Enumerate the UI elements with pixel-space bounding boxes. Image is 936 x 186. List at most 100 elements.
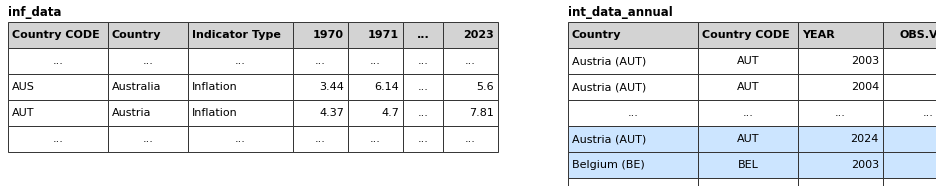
Bar [567,126,697,152]
Bar [697,178,797,186]
Text: ...: ... [142,134,154,144]
Text: int_data_annual: int_data_annual [567,6,672,19]
Bar [188,100,293,126]
Bar [882,126,936,152]
Bar [443,100,497,126]
Bar [882,152,936,178]
Text: ...: ... [314,56,326,66]
Text: ...: ... [370,56,381,66]
Text: Country CODE: Country CODE [701,30,789,40]
Text: 3.44: 3.44 [319,82,344,92]
Text: Country CODE: Country CODE [12,30,99,40]
Bar [188,48,293,74]
Bar [697,74,797,100]
Bar [188,22,293,48]
Text: AUT: AUT [736,56,758,66]
Text: Australia: Australia [112,82,161,92]
Text: ...: ... [235,56,245,66]
Bar [402,74,443,100]
Text: 6.14: 6.14 [373,82,399,92]
Bar [882,100,936,126]
Bar [443,74,497,100]
Bar [882,178,936,186]
Text: ...: ... [464,56,475,66]
Bar [697,22,797,48]
Text: Belgium (BE): Belgium (BE) [571,160,644,170]
Text: ...: ... [52,56,64,66]
Bar [567,22,697,48]
Text: Inflation: Inflation [192,82,238,92]
Text: 2004: 2004 [850,82,878,92]
Text: ...: ... [834,108,845,118]
Bar [293,48,347,74]
Bar [347,74,402,100]
Bar [567,74,697,100]
Text: ...: ... [627,108,637,118]
Bar [8,48,108,74]
Text: 1971: 1971 [368,30,399,40]
Bar [797,22,882,48]
Bar [797,178,882,186]
Bar [567,48,697,74]
Text: ...: ... [370,134,381,144]
Text: inf_data: inf_data [8,6,62,19]
Text: Austria: Austria [112,108,152,118]
Bar [108,48,188,74]
Bar [347,100,402,126]
Bar [402,22,443,48]
Bar [347,48,402,74]
Bar [567,178,697,186]
Text: ...: ... [741,108,753,118]
Text: AUT: AUT [736,82,758,92]
Bar [108,100,188,126]
Bar [347,126,402,152]
Bar [797,152,882,178]
Bar [697,126,797,152]
Text: Indicator Type: Indicator Type [192,30,281,40]
Text: ...: ... [922,108,932,118]
Bar [188,126,293,152]
Bar [8,22,108,48]
Text: 2003: 2003 [850,56,878,66]
Text: OBS.VALUE: OBS.VALUE [899,30,936,40]
Text: 2003: 2003 [850,160,878,170]
Bar [293,126,347,152]
Text: Austria (AUT): Austria (AUT) [571,134,646,144]
Bar [347,22,402,48]
Bar [797,48,882,74]
Bar [402,48,443,74]
Text: ...: ... [314,134,326,144]
Bar [697,48,797,74]
Text: 4.37: 4.37 [319,108,344,118]
Bar [8,100,108,126]
Bar [293,100,347,126]
Bar [697,152,797,178]
Text: AUT: AUT [736,134,758,144]
Bar [293,74,347,100]
Text: ...: ... [142,56,154,66]
Bar [882,22,936,48]
Text: ...: ... [417,82,428,92]
Text: BEL: BEL [737,160,757,170]
Text: Country: Country [571,30,621,40]
Text: ...: ... [417,30,429,40]
Text: ...: ... [417,56,428,66]
Text: 2023: 2023 [462,30,493,40]
Bar [8,74,108,100]
Text: 7.81: 7.81 [469,108,493,118]
Bar [443,48,497,74]
Bar [8,126,108,152]
Bar [293,22,347,48]
Bar [108,74,188,100]
Bar [567,152,697,178]
Text: YEAR: YEAR [801,30,834,40]
Text: 1970: 1970 [313,30,344,40]
Bar [797,74,882,100]
Text: AUS: AUS [12,82,35,92]
Text: Austria (AUT): Austria (AUT) [571,56,646,66]
Bar [882,74,936,100]
Text: Austria (AUT): Austria (AUT) [571,82,646,92]
Bar [443,126,497,152]
Bar [443,22,497,48]
Text: ...: ... [417,108,428,118]
